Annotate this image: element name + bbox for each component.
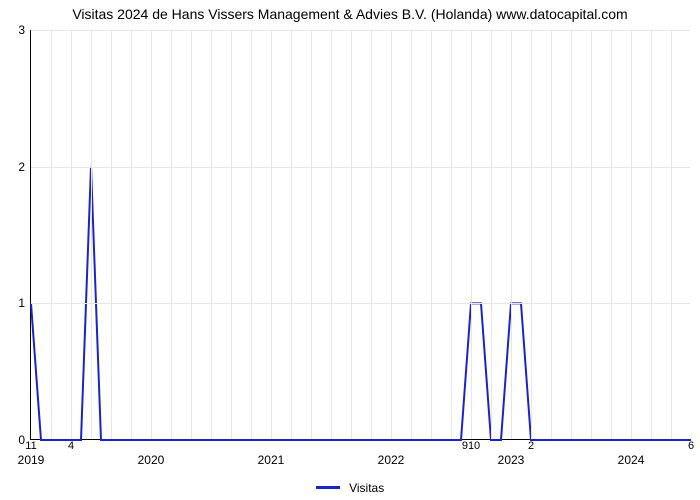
- gridline-v: [251, 30, 252, 439]
- xtick-label: 2024: [618, 453, 645, 467]
- gridline-v: [91, 30, 92, 439]
- data-label: 910: [462, 440, 480, 452]
- gridline-v: [51, 30, 52, 439]
- ytick-label: 1: [18, 296, 25, 310]
- gridline-v: [551, 30, 552, 439]
- gridline-v: [531, 30, 532, 439]
- gridline-v: [231, 30, 232, 439]
- gridline-v: [291, 30, 292, 439]
- gridline-v: [571, 30, 572, 439]
- gridline-v: [191, 30, 192, 439]
- xtick-label: 2021: [258, 453, 285, 467]
- gridline-v: [411, 30, 412, 439]
- gridline-v: [451, 30, 452, 439]
- data-label: 2: [528, 440, 534, 452]
- gridline-v: [211, 30, 212, 439]
- ytick-label: 2: [18, 160, 25, 174]
- gridline-v: [631, 30, 632, 439]
- xtick-label: 2019: [18, 453, 45, 467]
- gridline-v: [471, 30, 472, 439]
- gridline-v: [591, 30, 592, 439]
- gridline-v: [331, 30, 332, 439]
- data-label: 11: [25, 440, 36, 452]
- gridline-v: [171, 30, 172, 439]
- gridline-v: [311, 30, 312, 439]
- gridline-v: [271, 30, 272, 439]
- ytick-label: 0: [18, 433, 25, 447]
- gridline-v: [131, 30, 132, 439]
- data-label: 4: [68, 440, 74, 452]
- gridline-v: [651, 30, 652, 439]
- chart-container: Visitas 2024 de Hans Vissers Management …: [0, 0, 700, 500]
- data-label: 6: [688, 440, 694, 452]
- xtick-label: 2020: [138, 453, 165, 467]
- xtick-label: 2022: [378, 453, 405, 467]
- ytick-label: 3: [18, 23, 25, 37]
- gridline-v: [351, 30, 352, 439]
- legend-label: Visitas: [349, 481, 384, 495]
- gridline-v: [111, 30, 112, 439]
- gridline-v: [491, 30, 492, 439]
- gridline-v: [611, 30, 612, 439]
- xtick-label: 2023: [498, 453, 525, 467]
- chart-title: Visitas 2024 de Hans Vissers Management …: [0, 6, 700, 22]
- gridline-v: [511, 30, 512, 439]
- legend-swatch: [316, 486, 340, 489]
- gridline-v: [71, 30, 72, 439]
- plot-area: 012320192020202120222023202411491026: [30, 30, 690, 440]
- gridline-v: [431, 30, 432, 439]
- gridline-v: [371, 30, 372, 439]
- gridline-v: [151, 30, 152, 439]
- legend: Visitas: [0, 480, 700, 495]
- gridline-v: [671, 30, 672, 439]
- gridline-v: [391, 30, 392, 439]
